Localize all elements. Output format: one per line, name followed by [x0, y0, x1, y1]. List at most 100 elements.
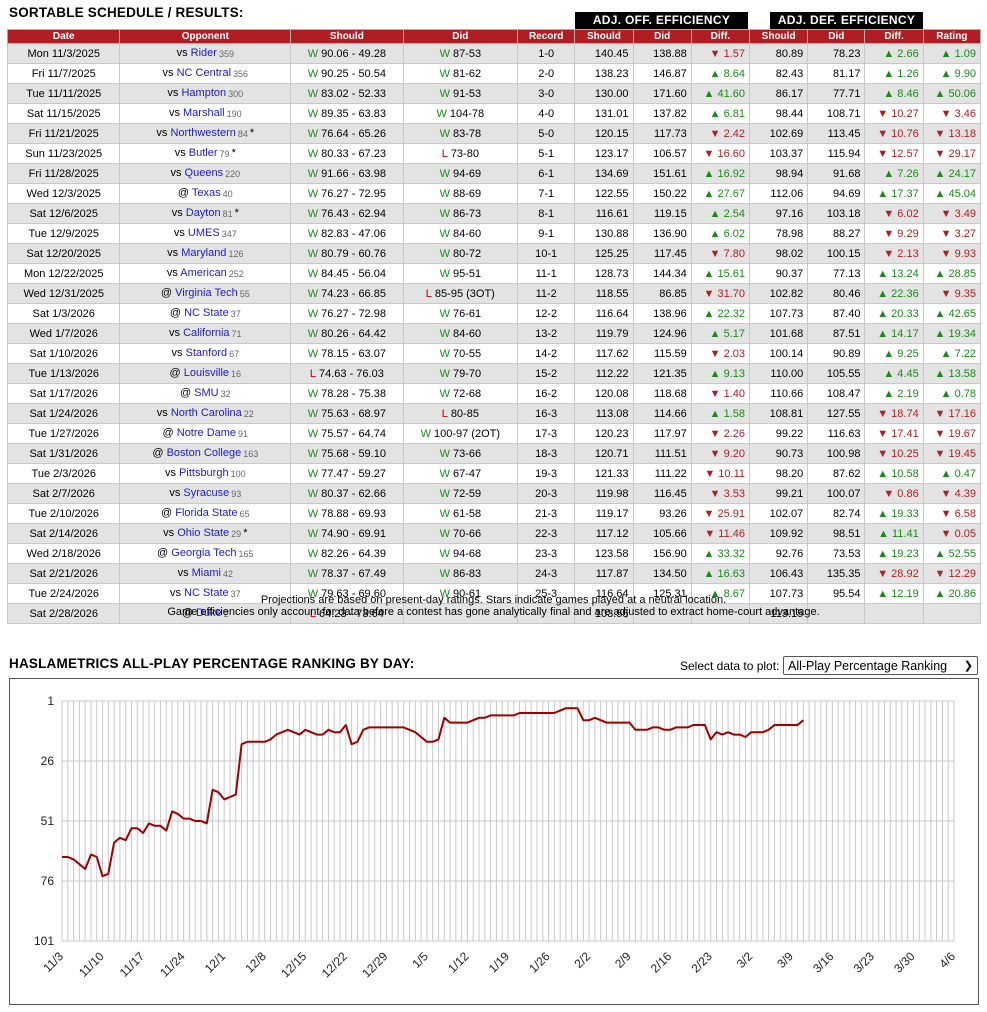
col-rating-header[interactable]: Rating: [922, 29, 982, 44]
cell-def-should: 98.02: [748, 243, 809, 264]
opponent-link[interactable]: Maryland: [181, 247, 227, 259]
opponent-link[interactable]: Stanford: [185, 347, 228, 359]
triangle-up-icon: ▲: [940, 67, 955, 80]
triangle-down-icon: ▼: [877, 107, 892, 120]
y-tick-label: 1: [47, 694, 54, 708]
cell-rating: ▲ 1.09: [922, 43, 982, 64]
plot-data-select[interactable]: All-Play Percentage Ranking ❯: [783, 656, 978, 675]
col-should-header[interactable]: Should: [290, 29, 404, 44]
cell-def-diff-value: 8.46: [897, 87, 919, 100]
opponent-link[interactable]: Queens: [184, 167, 224, 179]
col-opponent-header[interactable]: Opponent: [119, 29, 292, 44]
did-result: W: [439, 187, 450, 200]
cell-off-diff: ▼ 3.53: [690, 483, 751, 504]
opponent-link[interactable]: Rider: [190, 47, 217, 59]
opponent-location: vs: [167, 87, 179, 99]
neutral-site-star: *: [243, 527, 248, 539]
col-def-diff-header[interactable]: Diff.: [864, 29, 924, 44]
triangle-up-icon: ▲: [703, 567, 718, 580]
col-did-header[interactable]: Did: [402, 29, 519, 44]
cell-def-diff-value: 1.26: [897, 67, 919, 80]
triangle-up-icon: ▲: [883, 387, 898, 400]
cell-off-should: 120.71: [574, 443, 634, 464]
triangle-up-icon: ▲: [709, 327, 724, 340]
did-score: 72-68: [452, 387, 482, 400]
opponent-link[interactable]: Florida State: [175, 507, 238, 519]
cell-def-diff-value: 11.41: [891, 527, 919, 540]
cell-rating-value: 4.39: [954, 487, 976, 500]
triangle-up-icon: ▲: [877, 467, 892, 480]
opponent-link[interactable]: Butler: [188, 147, 218, 159]
opponent-link[interactable]: Notre Dame: [176, 427, 237, 439]
cell-off-did: 124.96: [632, 323, 692, 344]
cell-rating-value: 9.90: [954, 67, 976, 80]
triangle-down-icon: ▼: [704, 467, 719, 480]
opponent-link[interactable]: Syracuse: [183, 487, 230, 499]
opponent-link[interactable]: Georgia Tech: [171, 547, 237, 559]
opponent-link[interactable]: SMU: [194, 387, 219, 399]
cell-rating-value: 24.17: [948, 167, 976, 180]
cell-opponent: @ NC State 37: [119, 303, 292, 324]
opponent-link[interactable]: North Carolina: [170, 407, 242, 419]
x-tick-label: 11/3: [40, 949, 66, 975]
opponent-link[interactable]: Duke: [196, 607, 222, 619]
cell-date: Sat 2/28/2026: [6, 603, 121, 624]
efficiency-note: Game efficiencies only account for data …: [167, 606, 820, 618]
cell-did: W 86-73: [402, 203, 519, 224]
cell-did: W 70-55: [402, 343, 519, 364]
table-row: Tue 2/24/2026 vs NC State 37 W 79.63 - 69.60…: [6, 583, 982, 604]
cell-record: 17-3: [517, 423, 576, 444]
col-date-header[interactable]: Date: [6, 29, 121, 44]
cell-def-did: 113.45: [807, 123, 866, 144]
opponent-link[interactable]: Virginia Tech: [175, 287, 238, 299]
col-off-should-header[interactable]: Should: [574, 29, 634, 44]
opponent-link[interactable]: Marshall: [183, 107, 225, 119]
triangle-up-icon: ▲: [877, 507, 892, 520]
did-result: W: [439, 547, 450, 560]
opponent-link[interactable]: UMES: [187, 227, 220, 239]
opponent-link[interactable]: NC State: [184, 307, 229, 319]
cell-off-diff: ▼ 16.60: [690, 143, 751, 164]
opponent-link[interactable]: Hampton: [181, 87, 227, 99]
opponent-location: @: [169, 307, 182, 319]
did-result: W: [439, 227, 450, 240]
should-result: W: [307, 127, 319, 140]
should-result: W: [307, 427, 319, 440]
opponent-link[interactable]: Louisville: [183, 367, 230, 379]
opponent-link[interactable]: Dayton: [185, 207, 221, 219]
opponent-link[interactable]: NC Central: [176, 67, 232, 79]
table-header-row: Date Opponent Should Did Record Should D…: [6, 29, 982, 44]
col-off-diff-header[interactable]: Diff.: [690, 29, 751, 44]
opponent-link[interactable]: Northwestern: [170, 127, 236, 139]
opponent-link[interactable]: California: [183, 327, 230, 339]
cell-off-should: 130.00: [574, 83, 634, 104]
opponent-link[interactable]: Boston College: [166, 447, 242, 459]
table-row: Fri 11/7/2025 vs NC Central 356 W 90.25 - 50…: [6, 63, 982, 84]
opponent-link[interactable]: Pittsburgh: [179, 467, 229, 479]
opponent-link[interactable]: Texas: [191, 187, 221, 199]
opponent-rank: 100: [230, 469, 246, 479]
opponent-link[interactable]: Ohio State: [177, 527, 230, 539]
col-off-did-header[interactable]: Did: [632, 29, 692, 44]
col-def-did-header[interactable]: Did: [807, 29, 866, 44]
cell-record: 14-2: [517, 343, 576, 364]
table-row: Mon 11/3/2025 vs Rider 359 W 90.06 - 49.28 W 8…: [6, 43, 982, 64]
cell-opponent: @ Notre Dame 91: [119, 423, 292, 444]
cell-def-diff: ▼ 12.57: [864, 143, 924, 164]
cell-rating-value: 1.09: [954, 47, 976, 60]
triangle-down-icon: ▼: [703, 147, 718, 160]
opponent-link[interactable]: NC State: [184, 587, 229, 599]
cell-off-diff-value: 3.53: [723, 487, 745, 500]
col-record-header[interactable]: Record: [517, 29, 576, 44]
col-def-should-header[interactable]: Should: [748, 29, 809, 44]
table-row: Sat 11/15/2025 vs Marshall 190 W 89.35 - 63.…: [6, 103, 982, 124]
neutral-site-star: *: [234, 207, 239, 219]
triangle-up-icon: ▲: [934, 187, 949, 200]
table-row: Wed 2/18/2026 @ Georgia Tech 165 W 82.26 - 6…: [6, 543, 982, 564]
opponent-link[interactable]: American: [180, 267, 227, 279]
should-result: W: [307, 567, 319, 580]
cell-off-did: 106.57: [632, 143, 692, 164]
should-result: W: [307, 447, 319, 460]
opponent-link[interactable]: Miami: [191, 567, 221, 579]
cell-opponent: vs Stanford 67: [119, 343, 292, 364]
